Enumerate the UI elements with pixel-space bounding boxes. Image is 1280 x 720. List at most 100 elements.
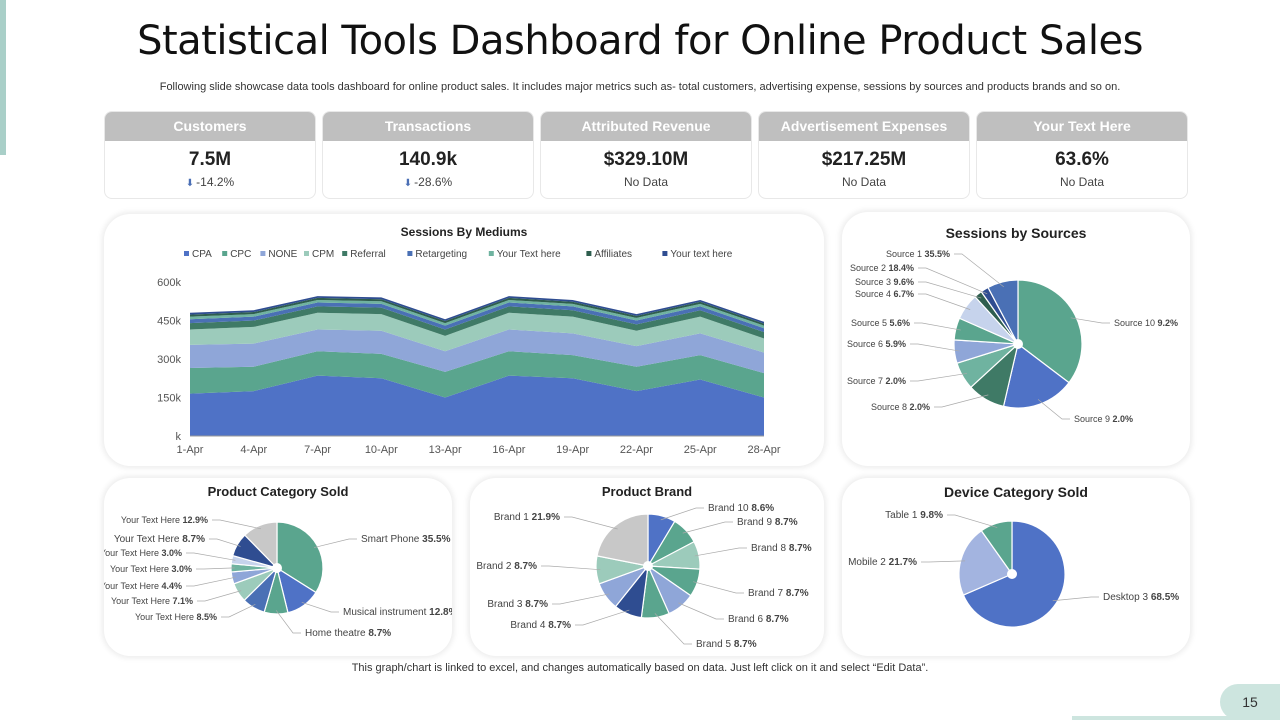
legend-label: NONE xyxy=(268,249,297,260)
kpi-value: 7.5M xyxy=(188,149,232,170)
kpi-value: $329.10M xyxy=(603,149,689,170)
bottom-accent-line xyxy=(1072,716,1280,720)
legend-label: CPA xyxy=(192,249,212,260)
kpi-card-your-text-here: Your Text Here 63.6% No Data xyxy=(976,111,1188,199)
footnote: This graph/chart is linked to excel, and… xyxy=(351,662,929,674)
chart-title: Sessions By Mediums xyxy=(400,225,528,239)
product-category-card: Product Category Sold Smart Phone 35.5% M… xyxy=(104,478,452,656)
slice-label: Your Text Here 3.0% xyxy=(104,548,182,558)
y-tick-label: 600k xyxy=(157,277,181,289)
leader-line xyxy=(196,567,235,570)
area-series xyxy=(190,375,764,436)
x-tick-label: 4-Apr xyxy=(240,444,267,456)
x-tick-label: 22-Apr xyxy=(620,444,653,456)
legend-label: CPC xyxy=(230,249,251,260)
slice-label: Brand 8 8.7% xyxy=(751,543,812,554)
area-series xyxy=(190,329,764,374)
slice-label: Your Text Here 8.7% xyxy=(114,534,205,545)
product-category-chart[interactable]: Smart Phone 35.5% Musical instrument 12.8… xyxy=(104,478,452,656)
pie-slice xyxy=(987,279,1019,345)
y-tick-label: 150k xyxy=(157,393,181,405)
x-tick-label: 28-Apr xyxy=(747,444,780,456)
sessions-by-sources-chart[interactable]: Source 10 9.2% Source 9 2.0% Source 8 2.0%… xyxy=(842,212,1190,466)
x-tick-label: 7-Apr xyxy=(304,444,331,456)
leader-line xyxy=(921,560,966,563)
y-tick-label: k xyxy=(176,431,182,443)
leader-line xyxy=(934,394,989,408)
leader-line xyxy=(678,602,724,620)
x-tick-label: 19-Apr xyxy=(556,444,589,456)
x-tick-label: 25-Apr xyxy=(684,444,717,456)
page-title: Statistical Tools Dashboard for Online P… xyxy=(137,18,1143,64)
pie-center-dot xyxy=(643,561,653,571)
slice-label: Source 7 2.0% xyxy=(847,376,906,386)
leader-line xyxy=(660,507,704,521)
sessions-by-mediums-chart[interactable]: CPA CPC NONE CPM Referral Retargeting Your Tex… xyxy=(104,214,824,466)
kpi-change: ⬇ -28.6% xyxy=(323,175,533,189)
product-brand-chart[interactable]: Brand 10 8.6% Brand 9 8.7% Brand 8 8.7% Bra… xyxy=(470,478,824,656)
pie-slice xyxy=(1002,342,1070,409)
leader-line xyxy=(313,538,357,548)
leader-line xyxy=(275,610,301,634)
leader-line xyxy=(564,516,618,530)
slice-label: Source 9 2.0% xyxy=(1074,414,1133,424)
legend-label: Retargeting xyxy=(415,249,467,260)
down-arrow-icon: ⬇ xyxy=(185,178,195,189)
kpi-value: 140.9k xyxy=(398,149,458,170)
slice-label: Brand 1 21.9% xyxy=(494,512,560,523)
leader-line xyxy=(209,538,241,547)
leader-line xyxy=(575,609,630,626)
leader-line xyxy=(910,373,968,382)
down-arrow-icon: ⬇ xyxy=(403,178,413,189)
legend-swatch xyxy=(184,251,189,256)
pie-center-dot xyxy=(1013,339,1023,349)
leader-line xyxy=(682,521,733,534)
leader-line xyxy=(197,590,242,602)
leader-line xyxy=(552,593,610,605)
leader-line xyxy=(1052,596,1099,602)
leader-line xyxy=(186,552,236,561)
leader-line xyxy=(694,547,747,557)
x-tick-label: 16-Apr xyxy=(492,444,525,456)
kpi-label: Customers xyxy=(105,112,315,141)
kpi-status: No Data xyxy=(1059,175,1105,189)
kpi-label: Transactions xyxy=(323,112,533,141)
kpi-value: 63.6% xyxy=(1055,149,1109,170)
legend-label: CPM xyxy=(312,249,334,260)
legend-swatch xyxy=(304,251,309,256)
slice-label: Brand 5 8.7% xyxy=(696,639,757,650)
kpi-status: No Data xyxy=(623,175,669,189)
leader-line xyxy=(186,576,236,587)
leader-line xyxy=(947,514,998,528)
kpi-change: ⬇ -14.2% xyxy=(105,175,315,189)
pie-slice xyxy=(980,520,1013,576)
chart-title: Product Category Sold xyxy=(207,484,349,499)
page-subtitle: Following slide showcase data tools dash… xyxy=(159,81,1121,93)
legend-swatch xyxy=(662,251,668,256)
device-category-chart[interactable]: Desktop 3 68.5% Mobile 2 21.7% Table 1 9.8… xyxy=(842,478,1190,656)
slice-label: Source 6 5.9% xyxy=(847,339,906,349)
legend-label: Referral xyxy=(350,249,386,260)
left-accent-bar xyxy=(0,0,6,155)
chart-title: Sessions by Sources xyxy=(945,225,1087,241)
leader-line xyxy=(910,343,960,352)
y-tick-label: 300k xyxy=(157,354,181,366)
slice-label: Mobile 2 21.7% xyxy=(848,557,917,568)
slice-label: Desktop 3 68.5% xyxy=(1103,592,1179,603)
x-tick-label: 13-Apr xyxy=(429,444,462,456)
kpi-change-value: -28.6% xyxy=(414,175,453,189)
slice-label: Source 1 35.5% xyxy=(886,249,950,259)
area-series xyxy=(190,302,764,333)
leader-line xyxy=(914,322,961,331)
slice-label: Your Text Here 8.5% xyxy=(135,612,217,622)
kpi-card-attributed-revenue: Attributed Revenue $329.10M No Data xyxy=(540,111,752,199)
legend-swatch xyxy=(342,251,348,256)
kpi-card-customers: Customers 7.5M ⬇ -14.2% xyxy=(104,111,316,199)
legend-swatch xyxy=(488,251,494,256)
page-number: 15 xyxy=(1220,684,1280,720)
slice-label: Your Text Here 12.9% xyxy=(121,515,208,525)
leader-line xyxy=(541,565,601,571)
kpi-value: $217.25M xyxy=(821,149,907,170)
legend-label: Affiliates xyxy=(594,249,632,260)
leader-line xyxy=(301,601,339,613)
